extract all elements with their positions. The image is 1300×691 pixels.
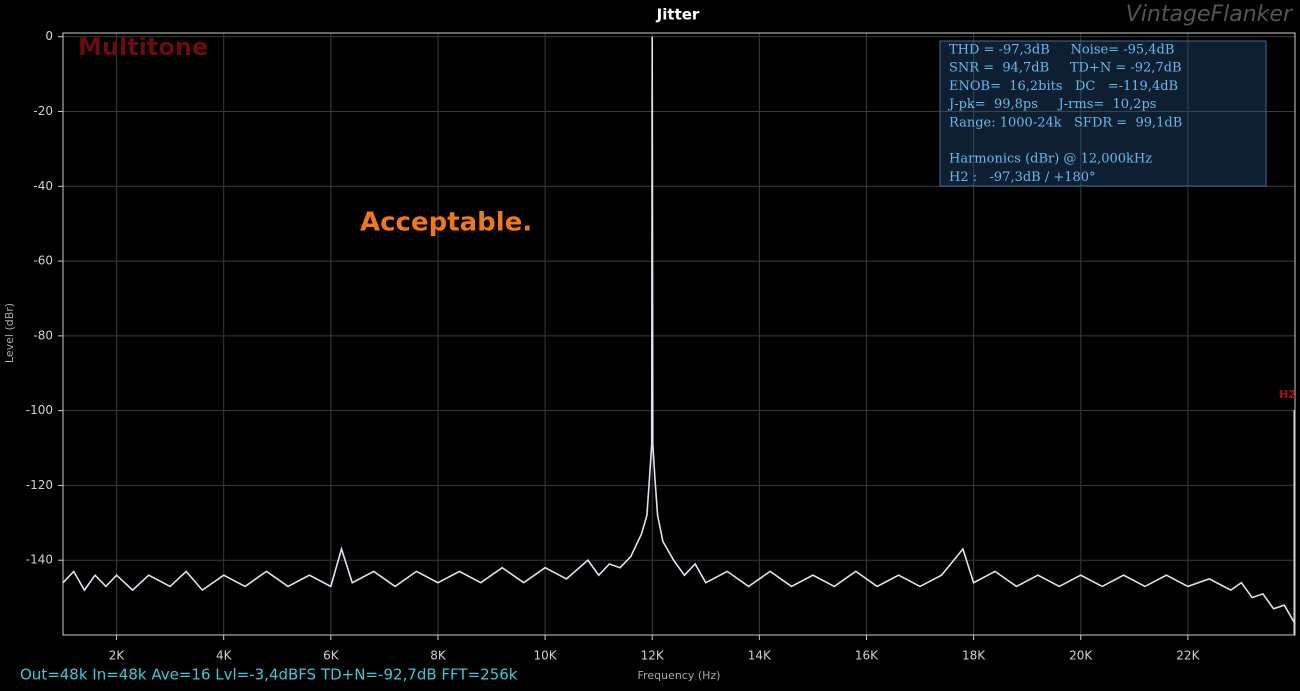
- info-line: Harmonics (dBr) @ 12,000kHz: [949, 152, 1152, 167]
- y-tick-label: -120: [26, 478, 53, 492]
- info-line: SNR = 94,7dB TD+N = -92,7dB: [949, 61, 1182, 76]
- watermark: VintageFlanker: [1126, 2, 1294, 27]
- info-line: J-pk= 99,8ps J-rms= 10,2ps: [947, 97, 1156, 112]
- y-tick-label: -100: [26, 403, 53, 417]
- y-tick-label: -140: [26, 553, 53, 567]
- x-tick-label: 22K: [1176, 649, 1200, 663]
- verdict: Acceptable.: [360, 208, 532, 238]
- y-axis-label: Level (dBr): [3, 303, 16, 363]
- h2-marker: H2: [1279, 388, 1296, 401]
- x-tick-label: 12K: [641, 649, 665, 663]
- info-line: Range: 1000-24k SFDR = 99,1dB: [949, 115, 1182, 130]
- y-tick-label: -20: [33, 104, 53, 118]
- multitone-label: Multitone: [78, 33, 208, 61]
- x-tick-label: 4K: [216, 649, 233, 663]
- info-line: THD = -97,3dB Noise= -95,4dB: [949, 43, 1174, 58]
- x-tick-label: 2K: [109, 649, 126, 663]
- y-tick-label: 0: [45, 29, 53, 43]
- x-tick-label: 16K: [855, 649, 879, 663]
- x-axis-label: Frequency (Hz): [638, 669, 721, 682]
- y-tick-label: -80: [33, 328, 53, 342]
- info-line: H2 : -97,3dB / +180°: [949, 170, 1096, 185]
- chart-title: Jitter: [656, 6, 700, 24]
- y-tick-label: -60: [33, 254, 53, 268]
- x-tick-label: 20K: [1069, 649, 1093, 663]
- info-line: ENOB= 16,2bits DC =-119,4dB: [949, 79, 1178, 94]
- x-tick-label: 6K: [323, 649, 340, 663]
- x-tick-label: 18K: [962, 649, 986, 663]
- x-tick-label: 10K: [534, 649, 558, 663]
- x-tick-label: 14K: [748, 649, 772, 663]
- info-box: [939, 40, 1267, 187]
- y-tick-label: -40: [33, 179, 53, 193]
- x-tick-label: 8K: [430, 649, 447, 663]
- plot-border: [62, 32, 1296, 636]
- status-line: Out=48k In=48k Ave=16 Lvl=-3,4dBFS TD+N=…: [20, 666, 518, 684]
- spectrum-line: [62, 36, 1296, 625]
